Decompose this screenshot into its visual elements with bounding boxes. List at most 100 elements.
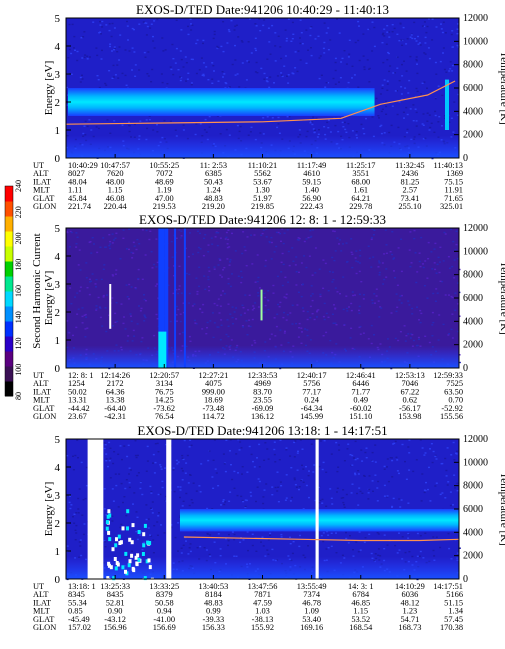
noise-speck — [322, 540, 325, 543]
noise-speck — [75, 243, 78, 245]
noise-speck — [170, 240, 173, 243]
noise-speck — [437, 85, 440, 87]
table-cell: 221.74 — [68, 202, 92, 211]
noise-speck — [145, 22, 148, 24]
noise-speck — [386, 83, 389, 85]
noise-speck — [149, 27, 152, 29]
noise-speck — [223, 463, 226, 465]
y2-axis-label: Temperature [K] — [498, 472, 505, 545]
noise-speck — [252, 305, 255, 307]
noise-speck — [263, 489, 266, 491]
noise-speck — [383, 495, 386, 497]
panel-1: EXOS-D/TED Date:941206 10:40:29 - 11:40:… — [33, 2, 505, 211]
noise-speck — [230, 464, 232, 466]
noise-speck — [439, 60, 442, 63]
noise-speck — [434, 114, 437, 117]
noise-speck — [190, 23, 192, 25]
noise-speck — [354, 472, 356, 474]
y2-tick-label: 8000 — [463, 270, 483, 281]
noise-speck — [347, 123, 350, 125]
noise-speck — [271, 486, 274, 488]
noise-speck — [401, 44, 404, 46]
noise-speck — [217, 46, 220, 49]
table-cell: 4610 — [303, 169, 320, 178]
noise-speck — [99, 20, 101, 23]
noise-speck — [355, 260, 358, 262]
noise-speck — [345, 131, 348, 133]
y-tick-label: 1 — [55, 546, 61, 558]
noise-speck — [393, 72, 396, 74]
noise-speck — [433, 555, 436, 557]
noise-speck — [456, 257, 459, 260]
y-axis-label: Energy [eV] — [43, 482, 55, 536]
noise-speck — [112, 76, 115, 78]
noise-speck — [219, 259, 222, 261]
noise-speck — [346, 260, 349, 263]
noise-patch — [127, 563, 131, 568]
noise-speck — [426, 120, 429, 122]
noise-speck — [79, 286, 82, 288]
noise-speck — [188, 335, 191, 338]
noise-speck — [383, 79, 386, 81]
noise-patch — [143, 576, 147, 581]
noise-speck — [421, 123, 424, 125]
noise-speck — [173, 490, 176, 493]
noise-speck — [131, 340, 134, 342]
noise-speck — [79, 539, 82, 541]
table-cell: 6446 — [352, 379, 369, 388]
noise-patch — [126, 509, 130, 514]
table-cell: 7620 — [107, 169, 124, 178]
noise-speck — [236, 73, 239, 75]
noise-speck — [132, 329, 135, 332]
noise-speck — [391, 459, 394, 462]
noise-speck — [284, 29, 287, 31]
noise-speck — [140, 531, 143, 533]
noise-speck — [407, 502, 410, 504]
noise-speck — [114, 473, 117, 475]
noise-speck — [445, 475, 448, 477]
table-cell: 255.10 — [398, 202, 421, 211]
noise-speck — [409, 265, 412, 268]
noise-patch — [142, 578, 146, 583]
noise-speck — [146, 127, 149, 130]
noise-speck — [111, 22, 114, 25]
noise-speck — [280, 485, 283, 487]
noise-speck — [114, 47, 116, 49]
noise-speck — [150, 251, 153, 253]
noise-speck — [156, 18, 159, 21]
noise-speck — [305, 344, 307, 347]
noise-speck — [447, 334, 450, 336]
noise-speck — [210, 237, 213, 239]
noise-speck — [359, 255, 362, 257]
noise-speck — [350, 492, 353, 494]
noise-speck — [292, 33, 295, 35]
noise-speck — [305, 29, 308, 31]
noise-speck — [435, 288, 438, 290]
noise-speck — [240, 276, 243, 279]
noise-speck — [427, 258, 430, 260]
table-cell: 0.62 — [403, 396, 418, 405]
noise-speck — [164, 467, 166, 469]
noise-patch — [107, 563, 111, 568]
noise-speck — [224, 501, 227, 503]
colorbar-segment — [5, 366, 13, 382]
table-cell: -56.17 — [399, 404, 421, 413]
noise-speck — [297, 50, 300, 52]
noise-speck — [222, 21, 225, 23]
table-cell: 11:40:13 — [434, 161, 463, 170]
noise-speck — [423, 25, 426, 28]
noise-patch — [145, 559, 149, 564]
noise-speck — [289, 543, 292, 545]
noise-speck — [253, 234, 256, 236]
noise-speck — [268, 240, 271, 243]
noise-speck — [383, 35, 386, 37]
noise-speck — [135, 456, 138, 459]
noise-speck — [448, 294, 450, 296]
noise-speck — [398, 549, 401, 551]
noise-speck — [357, 473, 360, 475]
noise-speck — [262, 117, 265, 119]
noise-speck — [150, 535, 153, 537]
noise-speck — [227, 229, 230, 231]
noise-speck — [343, 50, 346, 52]
noise-speck — [187, 256, 190, 258]
